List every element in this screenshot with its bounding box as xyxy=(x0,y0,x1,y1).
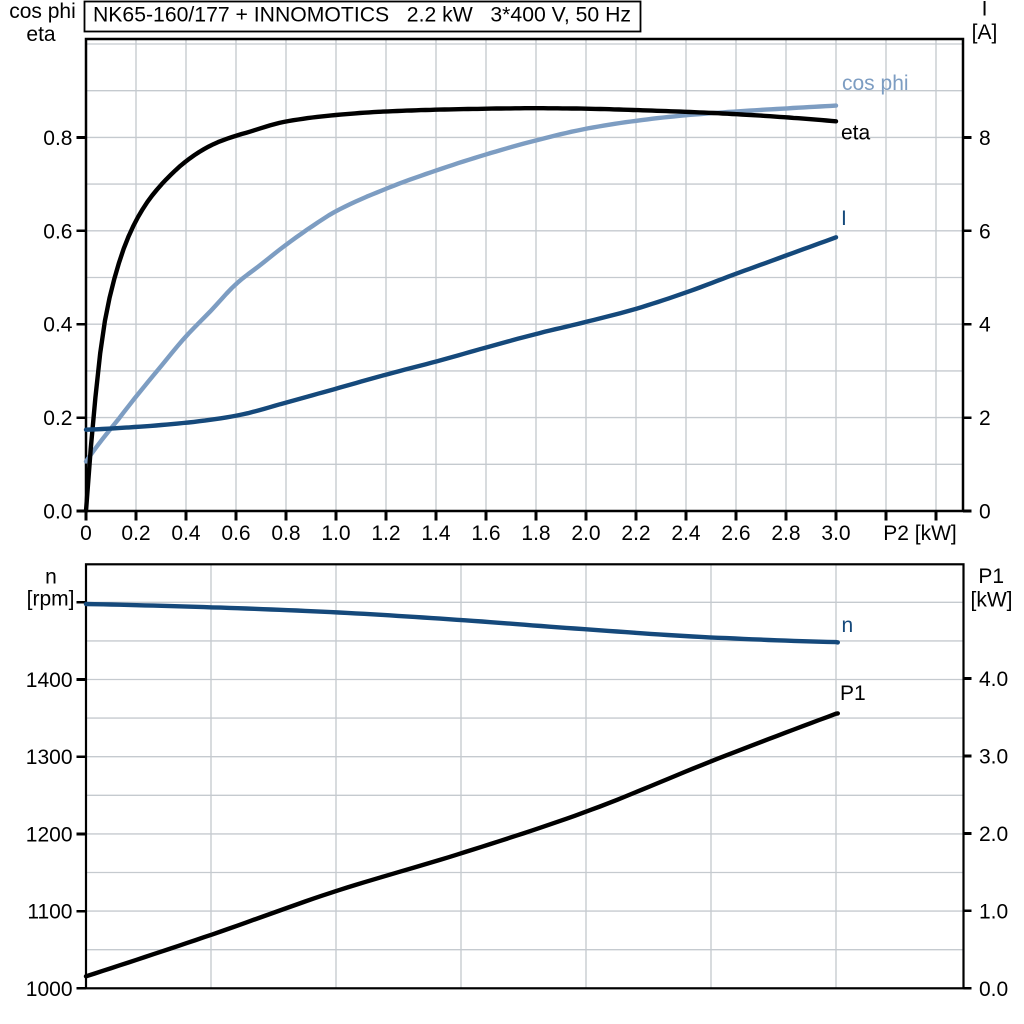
svg-text:0.4: 0.4 xyxy=(171,522,201,545)
svg-text:1.2: 1.2 xyxy=(371,522,400,545)
svg-text:3.0: 3.0 xyxy=(979,745,1008,768)
svg-text:I: I xyxy=(841,207,847,230)
svg-text:1.8: 1.8 xyxy=(521,522,550,545)
svg-text:0.0: 0.0 xyxy=(979,978,1008,1001)
svg-text:2: 2 xyxy=(979,407,991,430)
svg-text:1200: 1200 xyxy=(26,823,73,846)
svg-text:2.0: 2.0 xyxy=(571,522,600,545)
svg-text:[rpm]: [rpm] xyxy=(27,588,75,611)
svg-text:0.0: 0.0 xyxy=(43,501,72,524)
svg-text:n: n xyxy=(842,614,854,637)
svg-text:1.0: 1.0 xyxy=(979,900,1008,923)
svg-text:P1: P1 xyxy=(978,565,1004,588)
svg-text:3.0: 3.0 xyxy=(821,522,850,545)
svg-text:0.6: 0.6 xyxy=(221,522,250,545)
svg-text:2.0: 2.0 xyxy=(979,823,1008,846)
svg-text:1.6: 1.6 xyxy=(471,522,500,545)
svg-text:[kW]: [kW] xyxy=(971,588,1013,611)
svg-text:P2 [kW]: P2 [kW] xyxy=(883,522,957,545)
svg-text:1400: 1400 xyxy=(26,669,73,692)
svg-text:8: 8 xyxy=(979,127,991,150)
svg-text:0.8: 0.8 xyxy=(43,127,72,150)
svg-text:0.2: 0.2 xyxy=(43,407,72,430)
svg-text:1000: 1000 xyxy=(26,978,73,1001)
svg-text:2.2: 2.2 xyxy=(621,522,650,545)
svg-text:0.6: 0.6 xyxy=(43,220,72,243)
svg-text:2.8: 2.8 xyxy=(771,522,800,545)
svg-text:cos phi: cos phi xyxy=(842,72,909,95)
svg-text:eta: eta xyxy=(26,23,56,46)
svg-text:0.2: 0.2 xyxy=(121,522,150,545)
svg-text:eta: eta xyxy=(841,122,871,145)
svg-text:1100: 1100 xyxy=(27,901,72,924)
svg-text:[A]: [A] xyxy=(972,21,998,44)
svg-text:cos phi: cos phi xyxy=(9,0,76,23)
svg-text:4: 4 xyxy=(979,314,991,337)
svg-text:2.6: 2.6 xyxy=(721,522,750,545)
svg-text:n: n xyxy=(45,565,57,588)
svg-text:0: 0 xyxy=(979,501,991,524)
svg-text:NK65-160/177 + INNOMOTICS 2.: NK65-160/177 + INNOMOTICS 2.2 kW 3*400 V… xyxy=(93,4,631,27)
svg-text:1.4: 1.4 xyxy=(421,522,451,545)
svg-text:1300: 1300 xyxy=(26,746,73,769)
svg-text:4.0: 4.0 xyxy=(979,668,1008,691)
svg-text:I: I xyxy=(982,0,988,20)
svg-text:2.4: 2.4 xyxy=(671,522,701,545)
svg-text:6: 6 xyxy=(979,220,991,243)
svg-text:0.8: 0.8 xyxy=(271,522,300,545)
svg-text:0.4: 0.4 xyxy=(43,314,73,337)
svg-text:0: 0 xyxy=(80,522,92,545)
svg-text:1.0: 1.0 xyxy=(321,522,350,545)
svg-text:P1: P1 xyxy=(840,682,866,705)
